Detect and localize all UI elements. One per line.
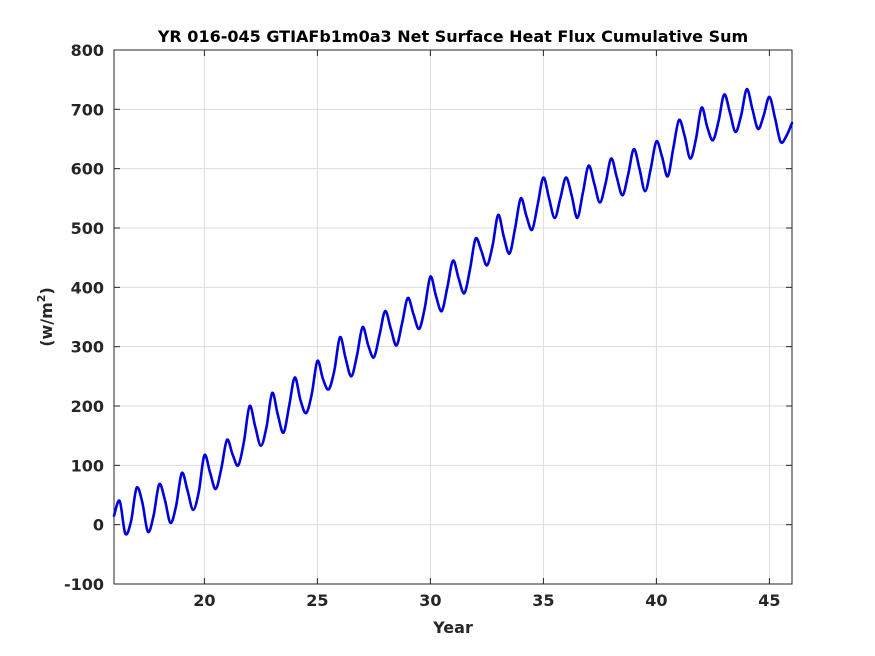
x-axis-label: Year bbox=[432, 618, 473, 637]
x-tick-label-5: 45 bbox=[758, 591, 780, 610]
chart-title: YR 016-045 GTIAFb1m0a3 Net Surface Heat … bbox=[157, 27, 748, 46]
y-axis-label-superscript: 2 bbox=[35, 295, 48, 303]
ticks: 20 25 30 35 40 45 -100 0 100 200 300 400 500 600 700 80… bbox=[64, 41, 792, 610]
y-tick-label-4: 300 bbox=[71, 338, 104, 357]
y-tick-label-6: 500 bbox=[71, 219, 104, 238]
grid bbox=[114, 49, 792, 585]
series-line-0 bbox=[112, 87, 794, 536]
y-axis-label-close: ) bbox=[37, 287, 56, 294]
x-tick-label-0: 20 bbox=[193, 591, 215, 610]
y-tick-label-1: 0 bbox=[93, 516, 104, 535]
y-tick-label-7: 600 bbox=[71, 160, 104, 179]
x-tick-label-1: 25 bbox=[306, 591, 328, 610]
y-tick-label-8: 700 bbox=[71, 100, 104, 119]
series-group bbox=[112, 87, 794, 536]
x-tick-label-2: 30 bbox=[419, 591, 441, 610]
y-axis-label-base: (w/m bbox=[37, 302, 56, 347]
x-tick-label-4: 40 bbox=[645, 591, 667, 610]
y-tick-label-5: 400 bbox=[71, 278, 104, 297]
y-tick-label-2: 100 bbox=[71, 456, 104, 475]
y-tick-label-0: -100 bbox=[64, 575, 104, 594]
y-tick-label-3: 200 bbox=[71, 397, 104, 416]
plot-area-frame bbox=[113, 49, 793, 585]
x-tick-label-3: 35 bbox=[532, 591, 554, 610]
y-tick-label-9: 800 bbox=[71, 41, 104, 60]
y-axis-label: (w/m2) bbox=[35, 287, 56, 347]
